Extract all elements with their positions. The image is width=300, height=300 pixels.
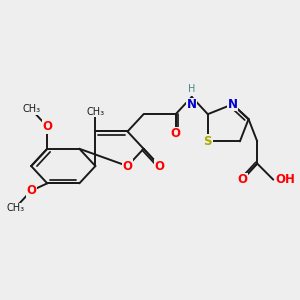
Text: O: O <box>42 120 52 133</box>
Text: S: S <box>204 135 212 148</box>
Text: O: O <box>26 184 36 197</box>
Text: CH₃: CH₃ <box>6 203 24 213</box>
Text: N: N <box>187 98 197 111</box>
Text: CH₃: CH₃ <box>22 104 40 114</box>
Text: O: O <box>154 160 165 172</box>
Text: CH₃: CH₃ <box>86 107 104 117</box>
Text: O: O <box>237 173 248 186</box>
Text: O: O <box>171 128 181 140</box>
Text: H: H <box>188 84 195 94</box>
Text: OH: OH <box>275 173 295 186</box>
Text: O: O <box>122 160 133 172</box>
Text: N: N <box>227 98 238 111</box>
